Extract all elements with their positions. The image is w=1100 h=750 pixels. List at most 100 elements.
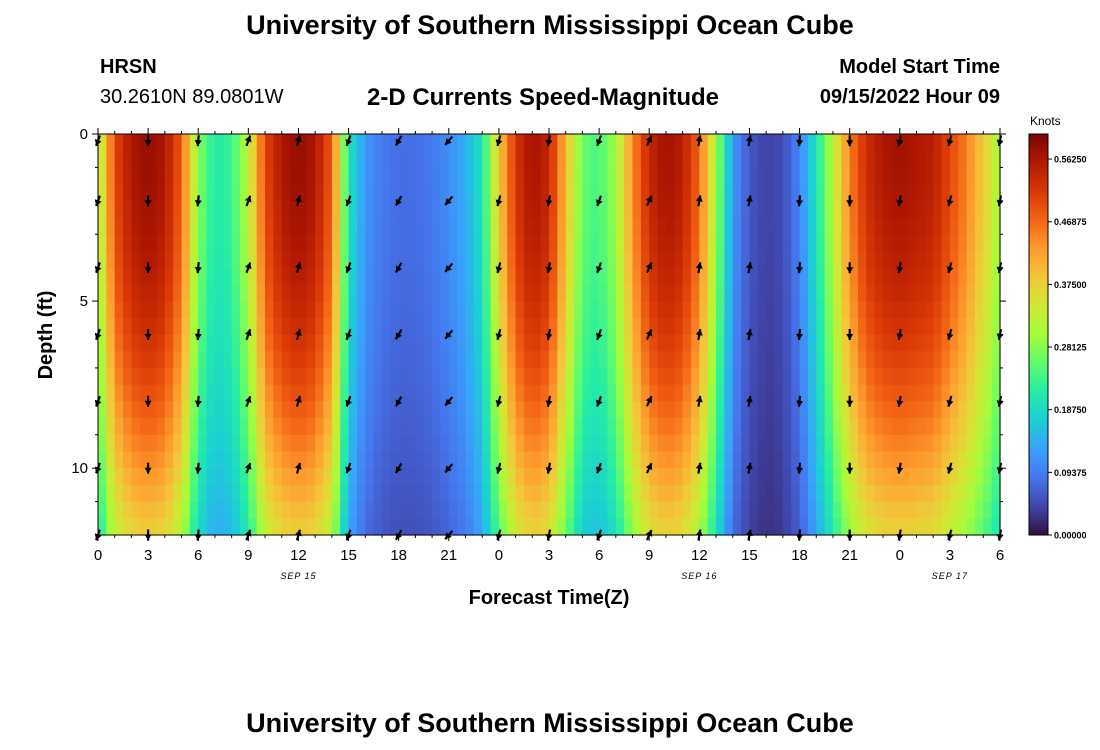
heatmap-cell — [732, 301, 742, 319]
heatmap-cell — [649, 167, 659, 185]
heatmap-cell — [189, 284, 199, 302]
heatmap-cell — [323, 351, 333, 369]
heatmap-cell — [899, 301, 909, 319]
heatmap-cell — [173, 351, 183, 369]
heatmap-cell — [590, 434, 600, 453]
heatmap-cell — [189, 334, 199, 352]
heatmap-cell — [106, 384, 116, 402]
heatmap-cell — [148, 217, 158, 235]
heatmap-cell — [173, 518, 183, 536]
heatmap-cell — [106, 267, 116, 285]
heatmap-cell — [231, 301, 241, 319]
heatmap-cell — [557, 384, 567, 402]
current-arrow — [846, 329, 854, 340]
heatmap-cell — [858, 418, 867, 436]
heatmap-cell — [198, 301, 208, 319]
heatmap-cell — [189, 418, 199, 436]
heatmap-cell — [824, 501, 834, 519]
heatmap-cell — [774, 351, 784, 369]
heatmap-cell — [331, 468, 341, 486]
heatmap-cell — [908, 334, 918, 352]
heatmap-cell — [306, 167, 316, 185]
heatmap-cell — [498, 334, 508, 352]
heatmap-cell — [148, 134, 158, 152]
heatmap-cell — [498, 301, 508, 319]
heatmap-cell — [933, 384, 943, 402]
current-arrow — [444, 396, 454, 407]
heatmap-cell — [356, 184, 366, 202]
heatmap-cell — [457, 150, 467, 169]
heatmap-cell — [156, 150, 166, 169]
heatmap-cell — [273, 451, 283, 469]
heatmap-cell — [465, 134, 475, 152]
heatmap-cell — [657, 501, 667, 519]
current-arrow — [596, 328, 603, 341]
heatmap-cell — [724, 351, 734, 369]
heatmap-cell — [407, 384, 416, 402]
heatmap-cell — [164, 518, 174, 536]
heatmap-cell — [757, 167, 767, 185]
heatmap-cell — [991, 167, 1001, 185]
heatmap-cell — [507, 167, 517, 185]
heatmap-cell — [123, 401, 133, 419]
heatmap-cell — [866, 234, 876, 252]
heatmap-cell — [757, 484, 767, 503]
heatmap-cell — [381, 468, 391, 486]
heatmap-cell — [832, 501, 842, 519]
heatmap-cell — [114, 200, 124, 219]
heatmap-cell — [398, 200, 408, 219]
heatmap-cell — [807, 484, 817, 503]
heatmap-cell — [540, 134, 550, 152]
heatmap-cell — [164, 501, 174, 519]
heatmap-cell — [390, 518, 400, 536]
heatmap-cell — [891, 367, 901, 386]
heatmap-cell — [231, 518, 241, 536]
heatmap-cell — [448, 267, 458, 285]
heatmap-cell — [590, 418, 600, 436]
heatmap-cell — [156, 250, 166, 269]
current-arrow — [194, 462, 202, 474]
heatmap-cell — [832, 134, 842, 152]
heatmap-cell — [223, 518, 233, 536]
heatmap-cell — [498, 367, 508, 386]
heatmap-cell — [373, 267, 383, 285]
heatmap-cell — [874, 401, 884, 419]
heatmap-cell — [281, 468, 291, 486]
heatmap-cell — [473, 200, 483, 219]
heatmap-cell — [315, 468, 325, 486]
x-tick-label: 12 — [691, 547, 708, 564]
heatmap-cell — [699, 150, 709, 169]
heatmap-cell — [574, 301, 584, 319]
current-arrow — [144, 135, 152, 147]
current-arrow — [846, 395, 854, 407]
heatmap-cell — [849, 267, 859, 285]
heatmap-cell — [916, 401, 926, 419]
heatmap-cell — [415, 434, 425, 453]
heatmap-cell — [866, 200, 876, 219]
heatmap-cell — [473, 184, 483, 202]
heatmap-cell — [156, 167, 166, 185]
heatmap-cell — [557, 184, 567, 202]
heatmap-cell — [665, 434, 675, 453]
heatmap-cell — [549, 167, 558, 185]
colorbar-tick-label: 0.46875 — [1054, 217, 1087, 227]
heatmap-cell — [164, 301, 174, 319]
heatmap-cell — [916, 384, 926, 402]
heatmap-cell — [356, 518, 366, 536]
heatmap-cell — [373, 167, 383, 185]
heatmap-cell — [782, 451, 792, 469]
heatmap-cell — [214, 301, 224, 319]
heatmap-cell — [791, 167, 801, 185]
current-arrow — [444, 463, 454, 474]
heatmap-cell — [298, 250, 308, 269]
heatmap-cell — [239, 200, 249, 219]
heatmap-cell — [148, 301, 158, 319]
heatmap-cell — [465, 234, 475, 252]
heatmap-cell — [574, 200, 584, 219]
heatmap-cell — [766, 501, 776, 519]
heatmap-cell — [657, 334, 667, 352]
heatmap-cell — [565, 150, 575, 169]
heatmap-cell — [741, 434, 751, 453]
heatmap-cell — [448, 284, 458, 302]
heatmap-cell — [574, 401, 584, 419]
